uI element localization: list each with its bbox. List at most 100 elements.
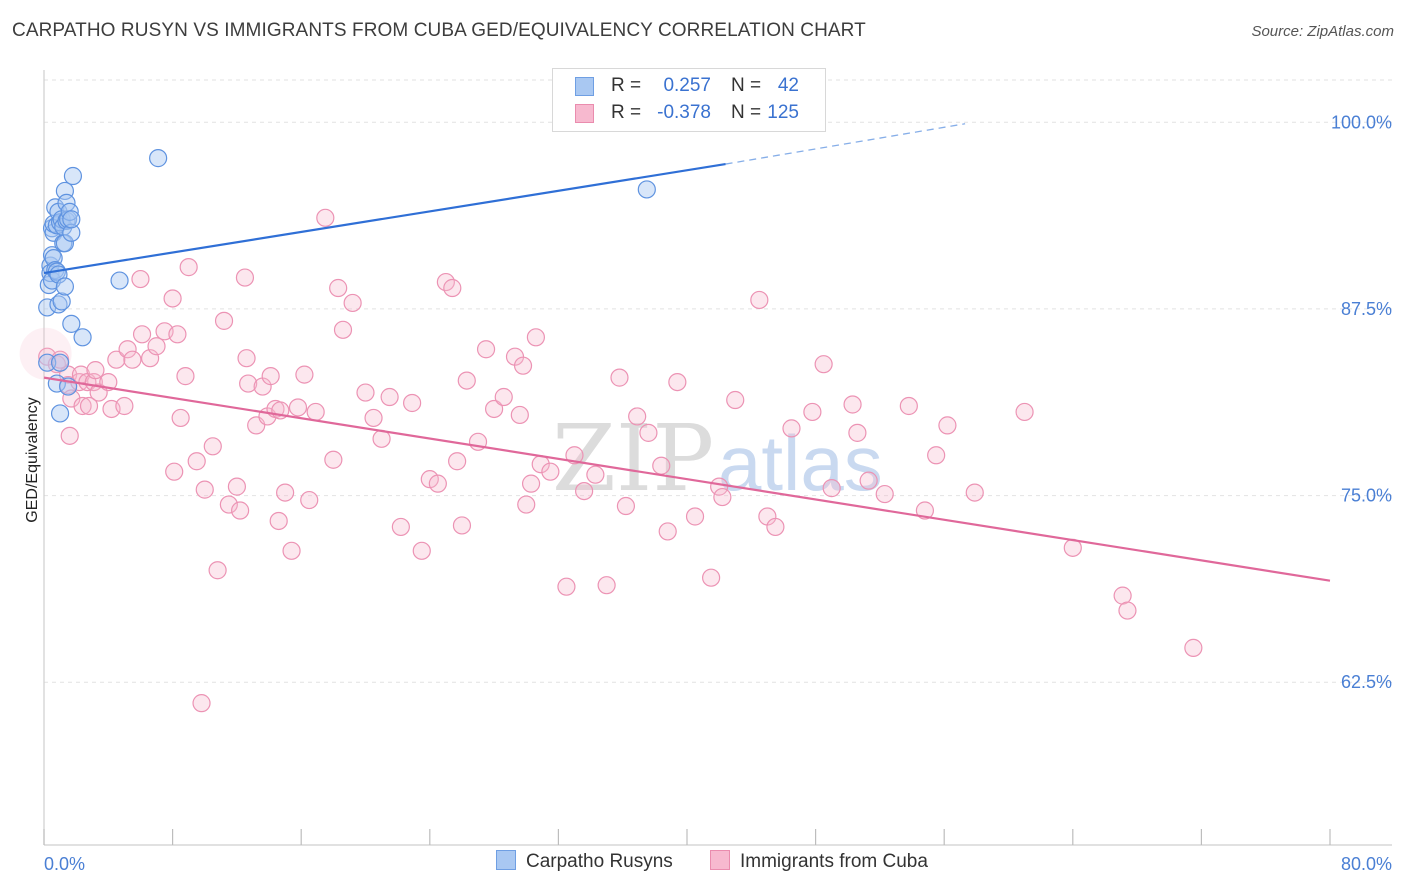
rusyn-point xyxy=(50,404,70,423)
bottom-swatch-rusyn xyxy=(496,850,516,870)
cuba-point xyxy=(168,325,187,344)
cuba-point xyxy=(171,408,190,428)
cuba-point xyxy=(457,371,476,390)
cuba-point xyxy=(685,507,705,526)
cuba-point xyxy=(412,541,431,560)
cuba-point xyxy=(269,511,288,531)
cuba-point xyxy=(521,474,541,493)
cuba-point xyxy=(60,426,79,445)
rusyn-point xyxy=(42,246,62,265)
cuba-point xyxy=(1015,402,1034,422)
rusyn-points xyxy=(38,149,656,423)
cuba-point xyxy=(803,402,822,422)
cuba-point xyxy=(316,208,335,227)
cuba-point xyxy=(713,487,732,507)
cuba-point xyxy=(927,446,946,465)
cuba-point xyxy=(843,395,862,414)
source-label: Source: ZipAtlas.com xyxy=(1251,23,1394,40)
cuba-point xyxy=(195,480,214,499)
y-tick-label: 87.5% xyxy=(1341,299,1392,319)
cuba-point xyxy=(452,516,472,535)
cuba-point xyxy=(176,367,195,386)
cuba-point xyxy=(219,495,238,514)
cuba-point xyxy=(123,350,142,369)
tick-labels: 62.5% 75.0% 87.5% 100.0% 0.0% 80.0% xyxy=(44,112,1392,874)
cuba-point xyxy=(1118,601,1137,620)
rusyn-point xyxy=(110,271,129,290)
rusyn-point xyxy=(149,149,168,168)
rusyn-point xyxy=(73,328,92,347)
cuba-point xyxy=(782,419,801,438)
cuba-point xyxy=(147,337,166,356)
cuba-point xyxy=(899,396,918,416)
bottom-legend-label: Carpatho Rusyns xyxy=(526,851,673,872)
n-value: 125 xyxy=(767,102,799,123)
cuba-point xyxy=(766,517,785,537)
cuba-point xyxy=(875,484,894,504)
cuba-point xyxy=(203,437,222,456)
cuba-point xyxy=(235,268,255,287)
cuba-point xyxy=(239,374,258,393)
cuba-point xyxy=(187,452,206,471)
cuba-point xyxy=(557,577,576,596)
cuba-point xyxy=(131,269,150,289)
cuba-point xyxy=(107,350,126,369)
axes xyxy=(43,70,1392,846)
rusyn-point xyxy=(62,314,81,333)
cuba-point xyxy=(356,383,375,402)
cuba-point xyxy=(915,501,935,520)
rusyn-trend-line xyxy=(43,162,726,275)
r-label: R = xyxy=(611,102,642,123)
cuba-point xyxy=(192,694,211,713)
x-tick-label: 80.0% xyxy=(1341,854,1392,874)
cuba-point xyxy=(165,462,184,481)
cuba-point xyxy=(1184,638,1203,657)
rusyn-point xyxy=(38,353,57,372)
trend-lines xyxy=(43,123,1331,582)
legend-swatch-cuba xyxy=(575,104,594,123)
cuba-point xyxy=(333,320,353,339)
cuba-point xyxy=(597,576,616,595)
cuba-points xyxy=(19,208,1203,713)
cuba-point xyxy=(73,396,92,416)
rusyn-point xyxy=(62,223,81,242)
cuba-point xyxy=(702,568,721,587)
rusyn-point xyxy=(60,202,79,221)
cuba-point xyxy=(668,372,687,392)
cuba-point xyxy=(652,456,671,475)
cuba-point xyxy=(329,278,348,298)
rusyn-point xyxy=(62,210,81,229)
cuba-point xyxy=(726,390,745,410)
cuba-point xyxy=(391,517,410,537)
cuba-point xyxy=(639,423,658,442)
cuba-point xyxy=(586,465,605,484)
rusyn-point xyxy=(49,295,68,314)
cuba-point xyxy=(610,368,629,387)
cuba-point xyxy=(616,496,636,516)
cuba-point xyxy=(517,495,536,514)
rusyn-point xyxy=(55,277,74,296)
cuba-point xyxy=(282,541,301,560)
cuba-point xyxy=(575,481,594,501)
rusyn-point xyxy=(63,166,83,186)
rusyn-trend-extension xyxy=(725,123,966,165)
cuba-point xyxy=(288,398,308,417)
watermark: ZIP atlas xyxy=(552,405,883,512)
bottom-legend-rusyn: Carpatho Rusyns xyxy=(496,850,673,876)
rusyn-point xyxy=(637,180,656,199)
cuba-point xyxy=(214,311,234,330)
cuba-point xyxy=(513,356,533,375)
cuba-point xyxy=(300,490,319,510)
cuba-point xyxy=(859,471,878,490)
cuba-point xyxy=(79,396,99,416)
bottom-legend-cuba: Immigrants from Cuba xyxy=(710,850,928,876)
cuba-point xyxy=(658,522,677,541)
cuba-trend-line xyxy=(43,376,1331,582)
legend-swatch-rusyn xyxy=(575,77,594,96)
bottom-swatch-cuba xyxy=(710,850,730,870)
cuba-point xyxy=(541,462,560,481)
y-tick-label: 100.0% xyxy=(1331,112,1392,132)
y-tick-label: 62.5% xyxy=(1341,672,1392,692)
cuba-point xyxy=(208,561,227,580)
